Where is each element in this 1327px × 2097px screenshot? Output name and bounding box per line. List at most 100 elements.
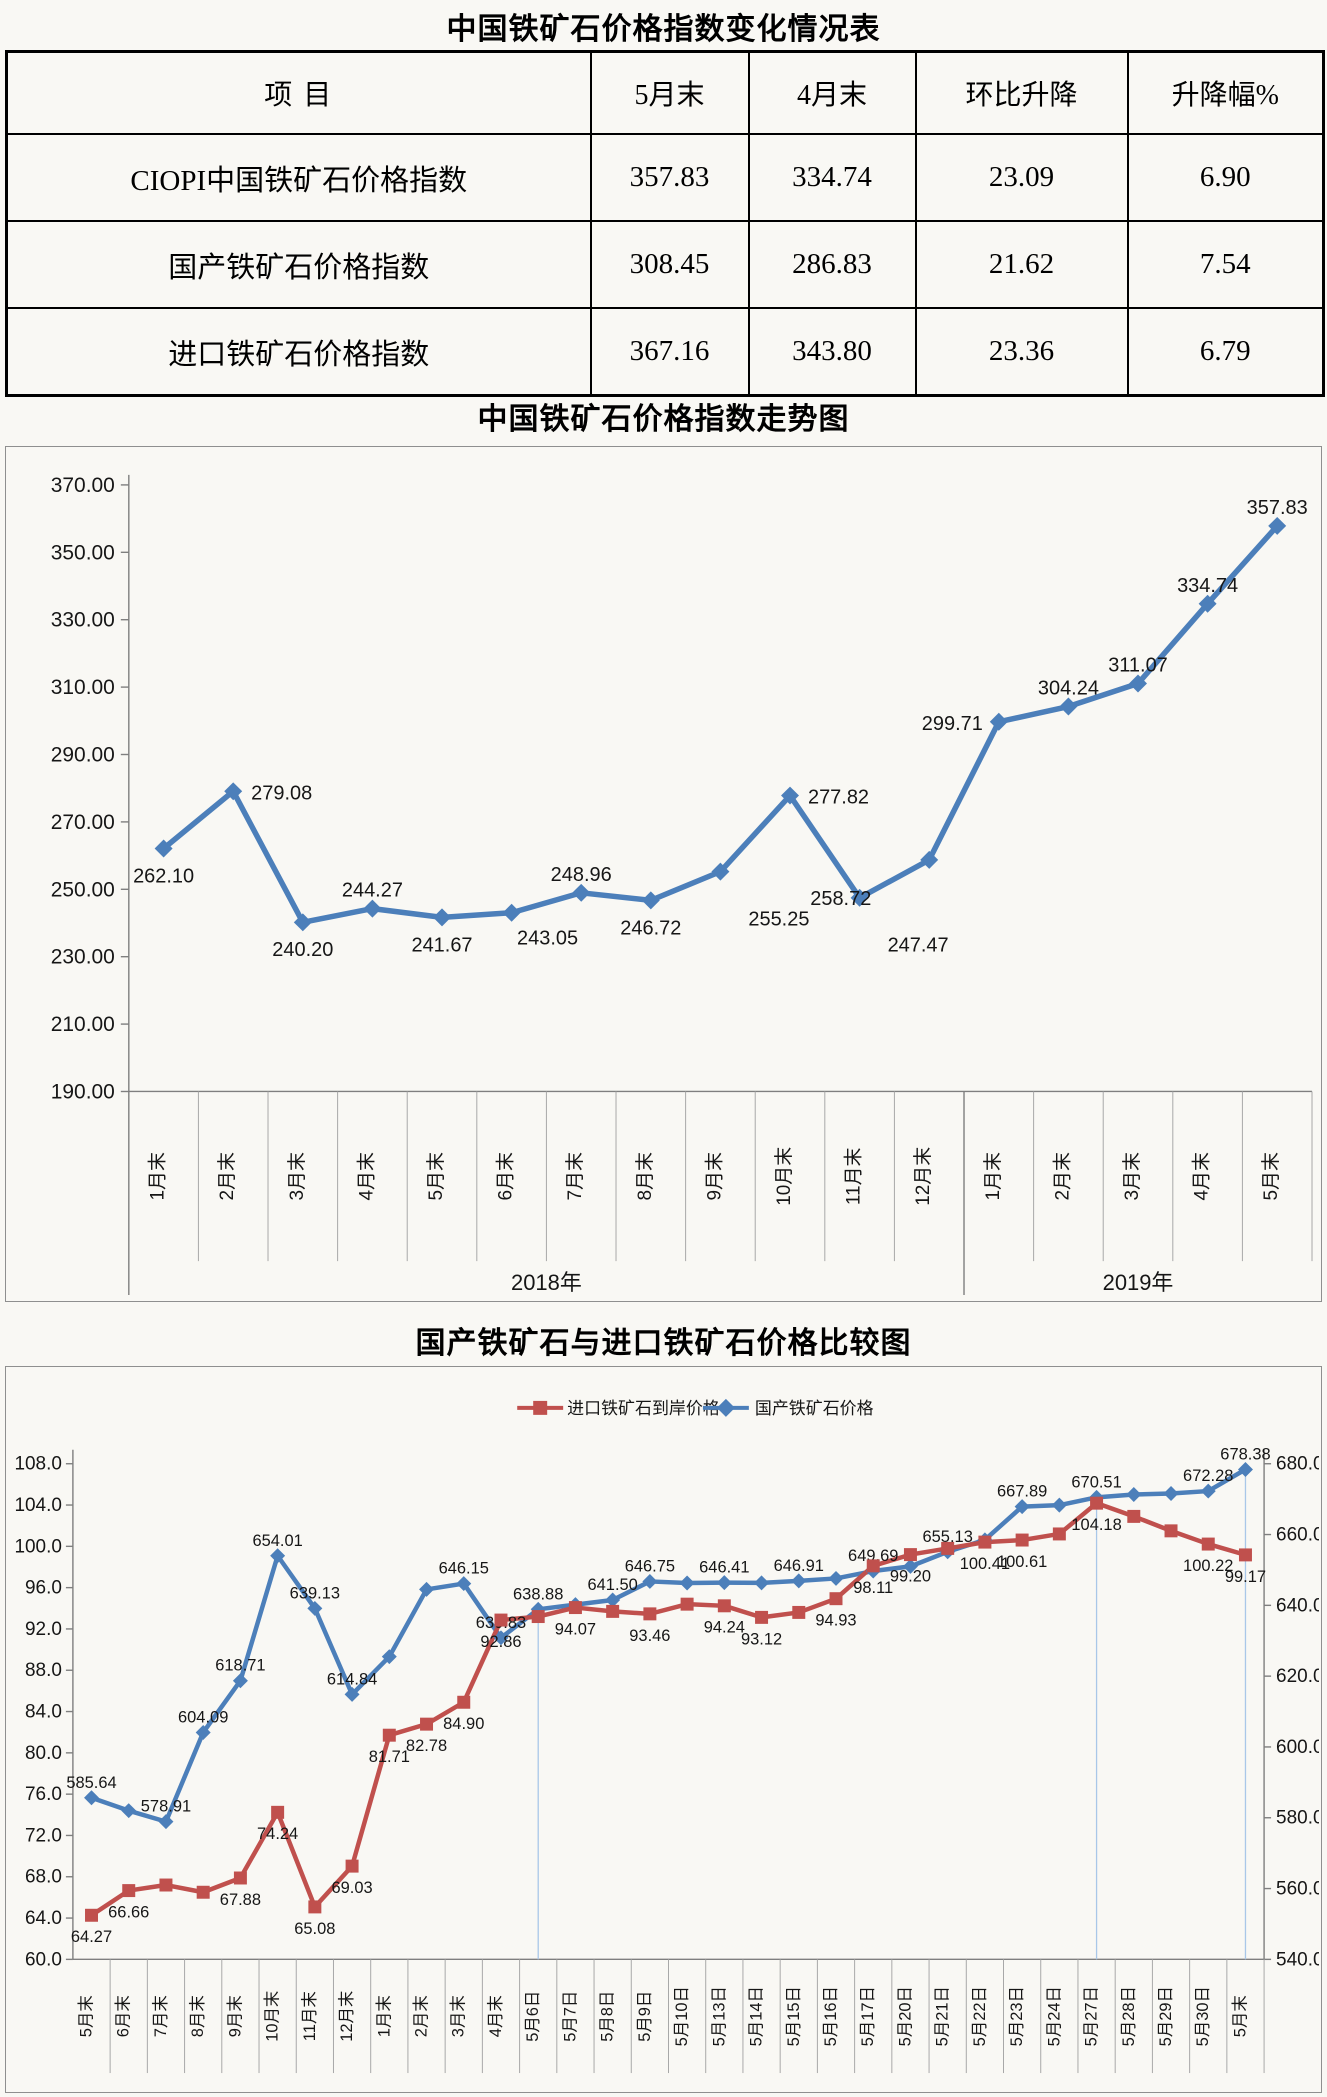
trend-point-label: 304.24 <box>1038 678 1099 700</box>
right-axis-tick-label: 580.0 <box>1276 1808 1319 1829</box>
domestic-point-label: 654.01 <box>252 1532 302 1550</box>
right-axis-tick-label: 560.0 <box>1276 1879 1319 1900</box>
y-axis-tick-label: 270.00 <box>51 811 115 834</box>
imported-point-marker <box>233 1871 247 1885</box>
month-label: 5月30日 <box>1194 1986 1212 2046</box>
domestic-point-label: 614.84 <box>327 1670 377 1688</box>
imported-point-marker <box>345 1859 359 1873</box>
table-row-label: 进口铁矿石价格指数 <box>5 307 592 397</box>
domestic-point-label: 641.50 <box>587 1576 637 1594</box>
domestic-point-label: 672.28 <box>1183 1467 1233 1485</box>
domestic-point-marker <box>679 1575 695 1591</box>
domestic-point-marker <box>1163 1485 1179 1501</box>
y-axis-tick-label: 210.00 <box>51 1013 115 1036</box>
domestic-point-label: 649.69 <box>848 1547 898 1565</box>
imported-point-label: 93.12 <box>741 1630 782 1648</box>
imported-point-marker <box>568 1601 582 1615</box>
imported-point-label: 104.18 <box>1071 1516 1121 1534</box>
domestic-point-marker <box>381 1649 397 1665</box>
month-label: 5月21日 <box>934 1986 952 2046</box>
month-label: 5月27日 <box>1083 1986 1101 2046</box>
trend-point-label: 311.07 <box>1108 655 1168 677</box>
imported-point-label: 66.66 <box>108 1904 149 1922</box>
month-label: 5月7日 <box>561 1991 579 2042</box>
month-label: 4月末 <box>487 1995 505 2037</box>
right-axis-tick-label: 680.0 <box>1276 1454 1319 1475</box>
imported-point-label: 98.11 <box>853 1579 893 1597</box>
trend-point-label: 277.82 <box>808 787 869 809</box>
trend-point-label: 243.05 <box>517 928 578 950</box>
imported-point-marker <box>978 1535 992 1549</box>
month-label: 12月末 <box>338 1991 356 2042</box>
month-label: 7月末 <box>152 1995 170 2037</box>
imported-point-marker <box>382 1728 396 1742</box>
trend-point-label: 258.72 <box>810 888 871 910</box>
y-axis-tick-label: 330.00 <box>51 609 115 632</box>
trend-point-label: 262.10 <box>133 865 194 887</box>
imported-point-marker <box>122 1884 136 1898</box>
domestic-point-marker <box>642 1573 658 1589</box>
month-label: 10月末 <box>264 1991 282 2042</box>
imported-point-label: 100.41 <box>960 1555 1010 1573</box>
trend-point-label: 255.25 <box>748 908 809 930</box>
imported-point-label: 64.27 <box>71 1928 112 1946</box>
year-label: 2019年 <box>1103 1270 1174 1295</box>
y-axis-tick-label: 290.00 <box>51 743 115 766</box>
month-label: 6月末 <box>115 1995 133 2037</box>
domestic-point-marker <box>1051 1497 1067 1513</box>
domestic-point-label: 670.51 <box>1071 1473 1121 1491</box>
left-axis-tick-label: 96.0 <box>25 1578 62 1599</box>
domestic-point-label: 618.71 <box>215 1657 265 1675</box>
month-label: 5月29日 <box>1157 1986 1175 2046</box>
imported-point-marker <box>606 1604 620 1618</box>
imported-point-marker <box>1127 1509 1141 1523</box>
domestic-point-marker <box>84 1790 99 1806</box>
table-cell: 23.36 <box>914 307 1129 397</box>
y-axis-tick-label: 350.00 <box>51 541 115 564</box>
imported-point-label: 65.08 <box>294 1920 335 1938</box>
month-label: 8月末 <box>634 1152 656 1200</box>
month-label: 5月末 <box>78 1995 96 2037</box>
month-label: 5月9日 <box>636 1991 654 2042</box>
trend-point-marker <box>293 913 312 932</box>
month-label: 3月末 <box>1121 1152 1143 1200</box>
y-axis-tick-label: 250.00 <box>51 878 115 901</box>
trend-point-label: 240.20 <box>272 939 333 961</box>
imported-point-label: 92.86 <box>480 1633 521 1651</box>
domestic-point-label: 638.88 <box>513 1585 563 1603</box>
month-label: 5月23日 <box>1008 1986 1026 2046</box>
domestic-point-label: 646.15 <box>439 1560 489 1578</box>
left-axis-tick-label: 104.0 <box>14 1495 61 1516</box>
imported-point-marker <box>196 1885 210 1899</box>
month-label: 5月20日 <box>896 1986 914 2046</box>
imported-point-label: 67.88 <box>220 1891 261 1909</box>
domestic-point-marker <box>121 1803 137 1819</box>
month-label: 9月末 <box>226 1995 244 2037</box>
imported-point-label: 100.22 <box>1183 1557 1233 1575</box>
imported-point-marker <box>1164 1524 1178 1538</box>
month-label: 9月末 <box>703 1152 725 1200</box>
price-compare-chart-canvas: 进口铁矿石到岸价格 国产铁矿石价格 60.0 64.0 68.0 72.0 76.0 80.0… <box>14 1399 1324 2074</box>
month-label: 5月10日 <box>673 1986 691 2046</box>
left-axis-tick-label: 80.0 <box>25 1743 62 1764</box>
table-row-label: CIOPI中国铁矿石价格指数 <box>5 133 592 222</box>
domestic-point-label: 646.91 <box>774 1557 824 1575</box>
trend-point-marker <box>433 908 451 927</box>
month-label: 5月28日 <box>1120 1986 1138 2046</box>
imported-point-marker <box>85 1908 99 1922</box>
month-label: 5月末 <box>425 1152 447 1200</box>
table-cell: 21.62 <box>914 220 1129 309</box>
trend-point-label: 334.74 <box>1177 575 1238 597</box>
month-label: 5月末 <box>1231 1995 1249 2037</box>
imported-point-label: 99.20 <box>890 1568 931 1586</box>
month-label: 1月末 <box>982 1152 1004 1200</box>
month-label: 4月末 <box>1191 1152 1213 1200</box>
domestic-point-marker <box>754 1575 770 1591</box>
table-header-change: 环比升降 <box>914 50 1129 135</box>
trend-point-label: 241.67 <box>411 934 472 956</box>
domestic-point-marker <box>1126 1487 1142 1503</box>
domestic-point-marker <box>419 1581 435 1597</box>
month-label: 4月末 <box>355 1152 377 1200</box>
trend-point-marker <box>502 903 521 922</box>
